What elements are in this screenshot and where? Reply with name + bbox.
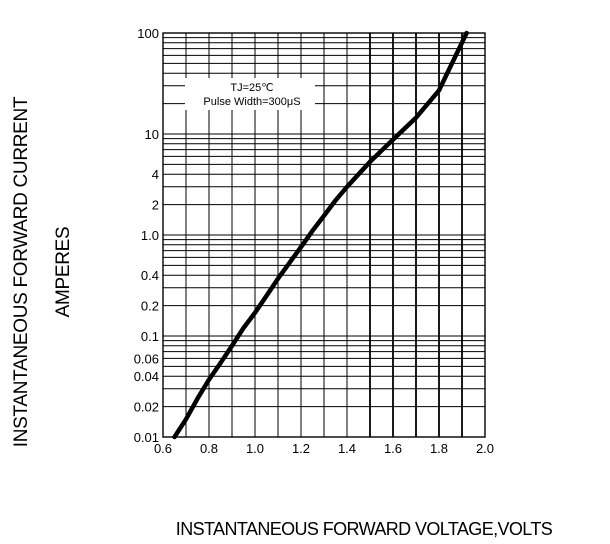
y-axis-label-line-1: INSTANTANEOUS FORWARD CURRENT <box>11 96 32 447</box>
annotation-pulse-width: Pulse Width=300μS <box>203 96 300 108</box>
annotation-box: TJ=25℃ Pulse Width=300μS <box>185 78 315 110</box>
x-tick-label: 2.0 <box>476 441 494 456</box>
x-tick-label: 1.4 <box>338 441 356 456</box>
x-tick-label: 1.8 <box>430 441 448 456</box>
y-tick-label: 1.0 <box>141 228 159 243</box>
y-axis-label-line-2: AMPERES <box>53 227 74 318</box>
tick-labels: 100 10 4 2 1.0 0.4 0.2 0.1 0.06 0.04 0.02 0.010.6 0.… <box>134 26 494 456</box>
x-axis-label: INSTANTANEOUS FORWARD VOLTAGE,VOLTS <box>176 519 553 539</box>
forward-current-curve <box>172 30 469 440</box>
y-tick-label: 0.4 <box>141 268 159 283</box>
y-tick-label: 10 <box>145 127 159 142</box>
y-tick-label: 0.2 <box>141 299 159 314</box>
x-tick-label: 1.6 <box>384 441 402 456</box>
plot-frame <box>162 32 486 438</box>
y-tick-label: 4 <box>152 167 159 182</box>
y-tick-label: 2 <box>152 198 159 213</box>
y-tick-label: 0.04 <box>134 369 159 384</box>
grid <box>162 32 486 438</box>
x-tick-label: 0.6 <box>154 441 172 456</box>
curve-layer <box>172 30 469 440</box>
annotation-background <box>185 78 315 110</box>
y-tick-label: 0.01 <box>134 430 159 445</box>
y-tick-label: 100 <box>137 26 159 41</box>
x-tick-label: 0.8 <box>200 441 218 456</box>
annotation-temperature: TJ=25℃ <box>230 82 273 94</box>
x-tick-label: 1.0 <box>246 441 264 456</box>
y-tick-label: 0.1 <box>141 329 159 344</box>
y-tick-label: 0.02 <box>134 400 159 415</box>
x-tick-label: 1.2 <box>292 441 310 456</box>
y-tick-label: 0.06 <box>134 351 159 366</box>
